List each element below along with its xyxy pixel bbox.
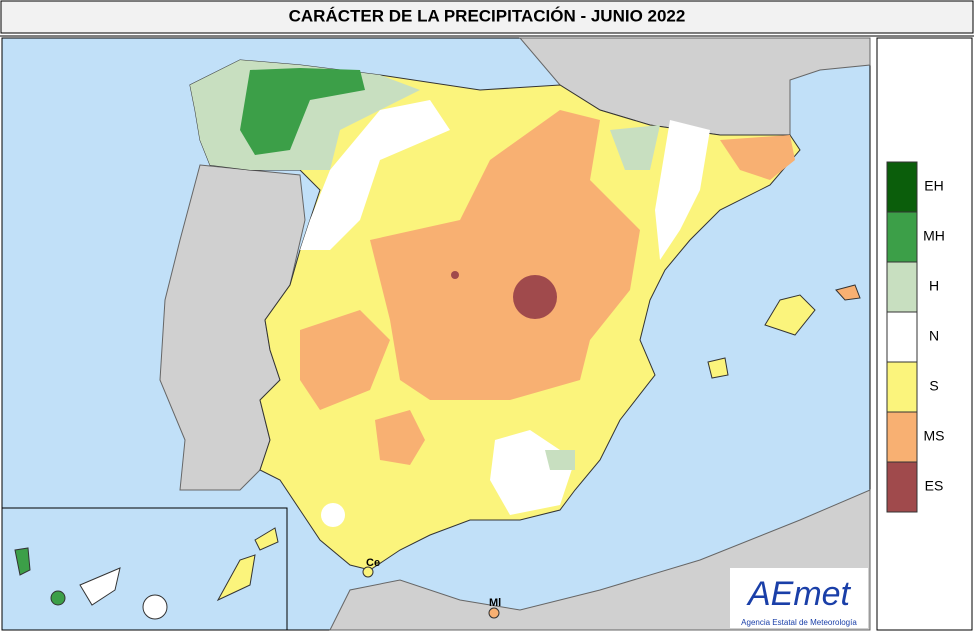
legend-label: MH — [923, 228, 945, 244]
island — [254, 527, 279, 551]
humid-northeast — [610, 125, 660, 170]
legend-swatch — [886, 261, 918, 313]
legend-label: H — [929, 278, 939, 294]
legend-label: S — [929, 378, 938, 394]
island — [50, 590, 66, 606]
very-dry-south — [375, 410, 425, 465]
legend-swatch — [886, 211, 918, 263]
title: CARÁCTER DE LA PRECIPITACIÓN - JUNIO 202… — [289, 6, 686, 25]
normal-zone — [300, 100, 450, 250]
extreme-dry-small — [451, 271, 459, 279]
legend-swatch — [886, 361, 918, 413]
very-humid — [240, 68, 365, 155]
island — [216, 554, 256, 602]
legend-label: N — [929, 328, 939, 344]
title-bar — [0, 0, 974, 34]
logo-subtitle: Agencia Estatal de Meteorología — [741, 618, 857, 627]
menorca — [835, 284, 861, 301]
logo: AEmet — [746, 575, 852, 613]
ceuta-mark — [362, 566, 374, 578]
very-dry-west — [300, 310, 390, 410]
legend: EH MH H N S MS ES — [886, 161, 945, 513]
city-label: Ml — [489, 597, 501, 609]
island — [142, 594, 168, 620]
legend-label: EH — [924, 178, 943, 194]
legend-swatch — [886, 461, 918, 513]
city-label: Ce — [366, 557, 380, 569]
humid-southeast — [545, 450, 575, 470]
island — [79, 567, 121, 606]
legend-swatch — [886, 411, 918, 463]
map: Ce Ml AEmet Agencia Estatal de Meteorolo… — [1, 37, 871, 631]
normal-spot — [321, 503, 345, 527]
island — [14, 547, 31, 576]
legend-swatch — [886, 311, 918, 363]
legend-label: MS — [924, 428, 945, 444]
normal-northeast — [655, 120, 710, 260]
ibiza — [707, 357, 729, 379]
very-dry-east — [720, 135, 795, 180]
mallorca — [764, 294, 816, 336]
legend-label: ES — [925, 478, 944, 494]
logo-box — [730, 568, 868, 628]
melilla-mark — [488, 607, 500, 619]
extreme-dry — [513, 275, 557, 319]
legend-swatch — [886, 161, 918, 213]
very-dry — [370, 110, 640, 400]
